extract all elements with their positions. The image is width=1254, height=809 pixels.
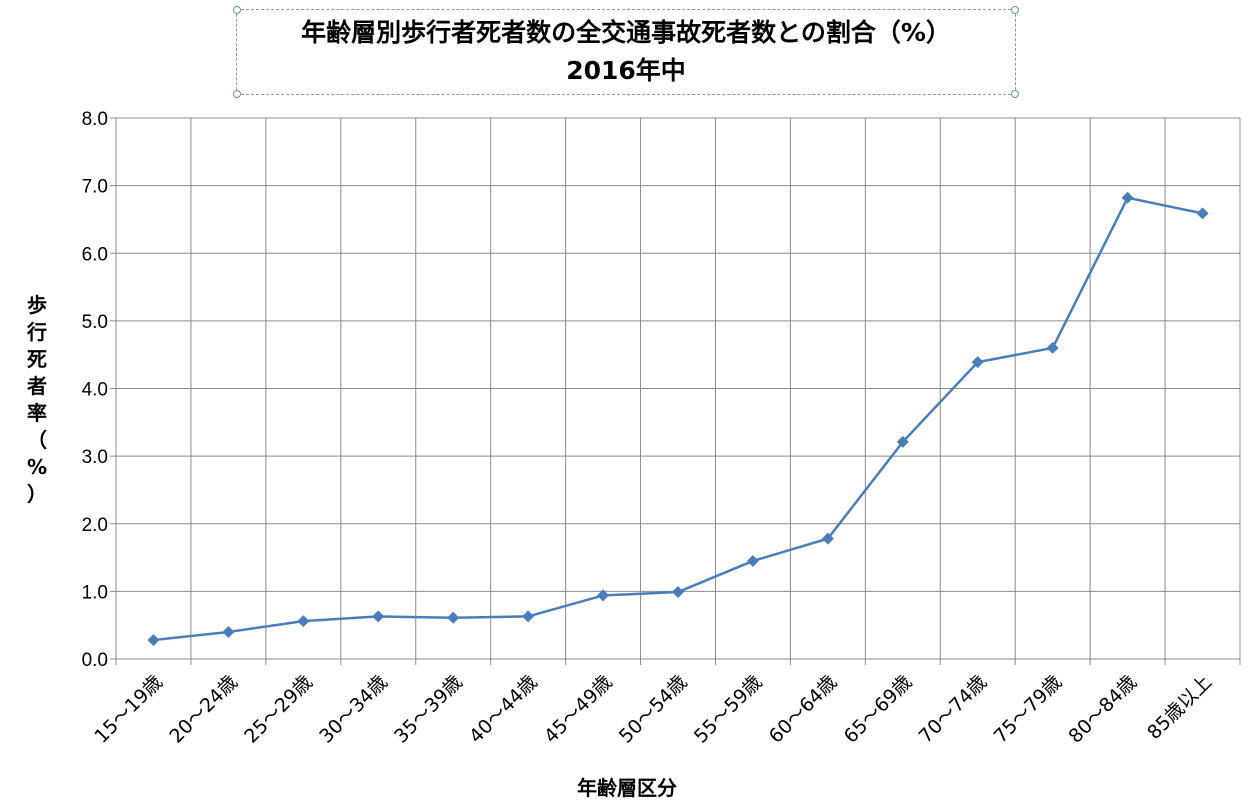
data-point-marker (1046, 341, 1059, 354)
data-point-marker (1121, 191, 1134, 204)
x-tick-label: 70～74歳 (915, 671, 992, 748)
x-tick-label: 65～69歳 (840, 671, 917, 748)
x-tick-label: 25～29歳 (240, 671, 317, 748)
selection-handle[interactable] (233, 6, 241, 14)
data-point-marker (597, 589, 610, 602)
data-point-marker (896, 435, 909, 448)
x-tick-label: 20～24歳 (165, 671, 242, 748)
y-tick-label: 8.0 (82, 109, 108, 130)
chart-title-line2: 2016年中 (566, 56, 686, 85)
y-tick-label: 0.0 (82, 650, 108, 671)
x-tick-label: 35～39歳 (390, 671, 467, 748)
x-tick-label: 40～44歳 (465, 671, 542, 748)
data-point-marker (522, 610, 535, 623)
x-tick-label: 30～34歳 (315, 671, 392, 748)
data-point-marker (1196, 207, 1209, 220)
data-point-marker (447, 611, 460, 624)
x-tick-labels: 15～19歳20～24歳25～29歳30～34歳35～39歳40～44歳45～4… (90, 671, 1216, 748)
chart-title-box[interactable]: 年齢層別歩行者死者数の全交通事故死者数との割合（%） 2016年中 (233, 6, 1019, 98)
y-tick-label: 7.0 (82, 177, 108, 198)
data-point-marker (297, 615, 310, 628)
x-tick-label: 75～79歳 (990, 671, 1067, 748)
selection-handle[interactable] (1011, 6, 1019, 14)
y-tick-label: 2.0 (82, 515, 108, 536)
series-layer (147, 191, 1209, 647)
selection-handle[interactable] (233, 90, 241, 98)
y-axis-label: 歩行死者率（%） (26, 293, 48, 506)
data-point-marker (222, 625, 235, 638)
x-tick-label: 80～84歳 (1065, 671, 1142, 748)
x-axis-label: 年齢層区分 (577, 776, 677, 800)
data-point-marker (147, 634, 160, 647)
selection-handle[interactable] (1011, 90, 1019, 98)
x-tick-label: 15～19歳 (90, 671, 167, 748)
y-tick-labels: 0.0 1.0 2.0 3.0 4.0 5.0 6.0 7.0 8.0 (82, 109, 108, 671)
y-tick-label: 6.0 (82, 244, 108, 265)
y-tick-label: 5.0 (82, 312, 108, 333)
data-point-marker (672, 586, 684, 599)
data-point-marker (746, 554, 759, 567)
x-tick-label: 60～64歳 (765, 671, 842, 748)
data-point-marker (372, 610, 385, 623)
gridlines (116, 117, 1241, 659)
y-tick-label: 4.0 (82, 380, 108, 401)
x-tick-label: 55～59歳 (690, 671, 767, 748)
y-tick-label: 1.0 (82, 582, 108, 603)
y-tick-label: 3.0 (82, 447, 108, 468)
x-tick-label: 50～54歳 (615, 671, 692, 748)
axes (110, 117, 1241, 665)
x-tick-label: 45～49歳 (540, 671, 617, 748)
data-point-marker (821, 532, 834, 545)
x-tick-label: 85歳以上 (1143, 671, 1216, 744)
data-point-marker (971, 356, 984, 369)
chart-title-line1: 年齢層別歩行者死者数の全交通事故死者数との割合（%） (301, 18, 951, 47)
